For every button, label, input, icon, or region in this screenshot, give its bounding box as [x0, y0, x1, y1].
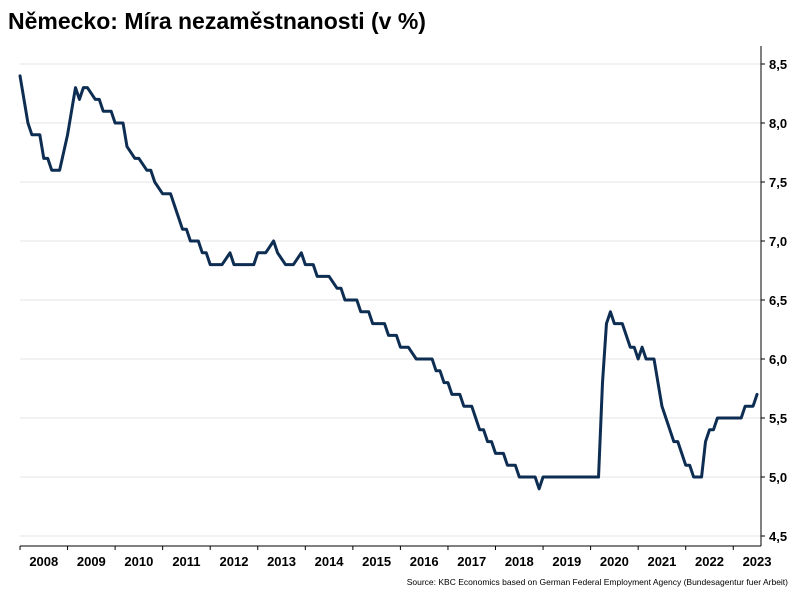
unemployment-rate-line [18, 74, 759, 491]
y-tick-label: 7,0 [769, 234, 787, 249]
x-tick-label: 2016 [410, 554, 439, 569]
x-tick-label: 2011 [172, 554, 200, 569]
x-tick-label: 2010 [124, 554, 153, 569]
x-tick-label: 2023 [743, 554, 772, 569]
gridlines [20, 63, 761, 537]
y-tick-label: 4,5 [769, 529, 787, 544]
x-tick-label: 2015 [362, 554, 391, 569]
x-tick-label: 2012 [220, 554, 249, 569]
y-tick-label: 8,0 [769, 116, 787, 131]
y-tick-label: 6,5 [769, 293, 787, 308]
source-note: Source: KBC Economics based on German Fe… [406, 577, 788, 587]
x-tick-label: 2013 [267, 554, 296, 569]
x-tick-label: 2014 [315, 554, 345, 569]
y-tick-label: 7,5 [769, 175, 787, 190]
y-tick-label: 5,5 [769, 411, 787, 426]
axes [20, 46, 762, 547]
x-tick-label: 2008 [29, 554, 58, 569]
x-tick-label: 2020 [600, 554, 629, 569]
chart-title: Německo: Míra nezaměstnanosti (v %) [8, 8, 426, 34]
x-axis-ticks: 2008 2009 2010 2011 2012 2013 2014 2015 2016 2017… [19, 546, 772, 569]
x-tick-label: 2017 [457, 554, 486, 569]
x-tick-label: 2021 [647, 554, 676, 569]
series-layer [18, 74, 759, 491]
x-tick-label: 2019 [552, 554, 581, 569]
y-tick-label: 5,0 [769, 470, 787, 485]
y-tick-label: 8,5 [769, 57, 787, 72]
x-tick-label: 2022 [695, 554, 724, 569]
x-tick-label: 2009 [77, 554, 106, 569]
y-tick-label: 6,0 [769, 352, 787, 367]
y-axis-ticks: 4,5 5,0 5,5 6,0 6,5 7,0 7,5 8,0 8,5 [761, 57, 787, 544]
x-tick-label: 2018 [505, 554, 534, 569]
